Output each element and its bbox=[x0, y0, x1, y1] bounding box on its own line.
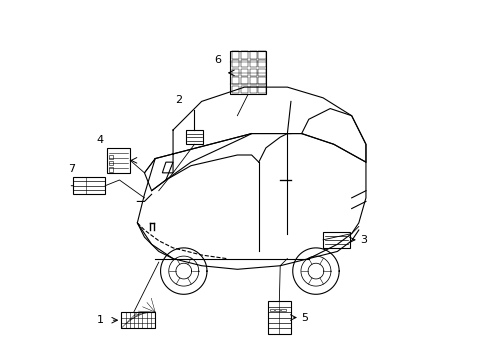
Bar bbox=[258, 60, 265, 67]
Bar bbox=[258, 51, 265, 59]
Bar bbox=[108, 167, 113, 172]
Bar bbox=[249, 68, 257, 76]
Bar bbox=[281, 309, 285, 311]
Bar bbox=[258, 77, 265, 84]
Bar bbox=[258, 86, 265, 93]
Text: 3: 3 bbox=[360, 235, 367, 245]
Text: 5: 5 bbox=[301, 312, 308, 323]
Bar bbox=[230, 51, 265, 94]
Text: 6: 6 bbox=[214, 55, 221, 65]
Bar bbox=[240, 60, 247, 67]
Bar bbox=[240, 68, 247, 76]
Text: 2: 2 bbox=[175, 95, 182, 105]
Bar bbox=[323, 232, 349, 248]
Text: 4: 4 bbox=[96, 135, 103, 145]
Bar bbox=[249, 86, 257, 93]
Bar bbox=[107, 148, 130, 173]
Bar bbox=[267, 301, 290, 334]
Bar bbox=[249, 51, 257, 59]
Bar bbox=[231, 60, 239, 67]
Bar bbox=[275, 309, 279, 311]
Text: 1: 1 bbox=[96, 315, 103, 325]
Bar bbox=[185, 130, 203, 144]
Bar bbox=[249, 77, 257, 84]
Text: 7: 7 bbox=[67, 164, 75, 174]
Bar bbox=[240, 51, 247, 59]
Bar bbox=[73, 177, 105, 194]
Bar bbox=[231, 51, 239, 59]
Bar bbox=[231, 77, 239, 84]
Bar bbox=[121, 312, 155, 328]
Bar bbox=[269, 309, 273, 311]
Bar bbox=[231, 68, 239, 76]
Bar bbox=[108, 161, 113, 165]
Bar bbox=[240, 77, 247, 84]
Bar bbox=[231, 86, 239, 93]
Bar bbox=[258, 68, 265, 76]
Bar bbox=[249, 60, 257, 67]
Bar bbox=[240, 86, 247, 93]
Bar bbox=[108, 155, 113, 159]
